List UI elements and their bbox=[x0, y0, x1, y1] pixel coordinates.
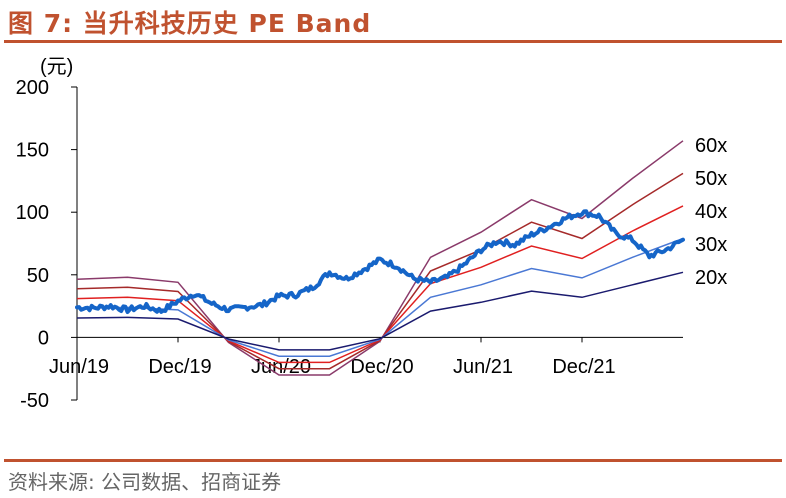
title-divider bbox=[4, 40, 782, 43]
y-axis-unit-label: (元) bbox=[40, 56, 73, 78]
x-tick-label: Dec/19 bbox=[148, 356, 211, 378]
figure-title: 图 7: 当升科技历史 PE Band bbox=[8, 9, 372, 38]
band-label-60x: 60x bbox=[695, 135, 727, 157]
y-tick-label: 150 bbox=[16, 140, 49, 162]
band-label-50x: 50x bbox=[695, 168, 727, 190]
y-tick-label: 0 bbox=[38, 327, 49, 349]
x-tick-label: Jun/19 bbox=[49, 356, 109, 378]
y-tick-label: 200 bbox=[16, 77, 49, 99]
band-line-20x bbox=[76, 271, 684, 351]
price-line bbox=[75, 209, 685, 314]
source-divider bbox=[4, 459, 782, 462]
source-note: 资料来源: 公司数据、招商证券 bbox=[8, 470, 282, 494]
band-label-40x: 40x bbox=[695, 201, 727, 223]
band-label-20x: 20x bbox=[695, 267, 727, 289]
x-tick-label: Jun/21 bbox=[453, 356, 513, 378]
x-tick-label: Dec/21 bbox=[552, 356, 615, 378]
band-label-30x: 30x bbox=[695, 234, 727, 256]
y-tick-label: 50 bbox=[27, 265, 49, 287]
y-tick-label: -50 bbox=[20, 390, 49, 412]
x-tick-label: Dec/20 bbox=[350, 356, 413, 378]
y-tick-label: 100 bbox=[16, 202, 49, 224]
